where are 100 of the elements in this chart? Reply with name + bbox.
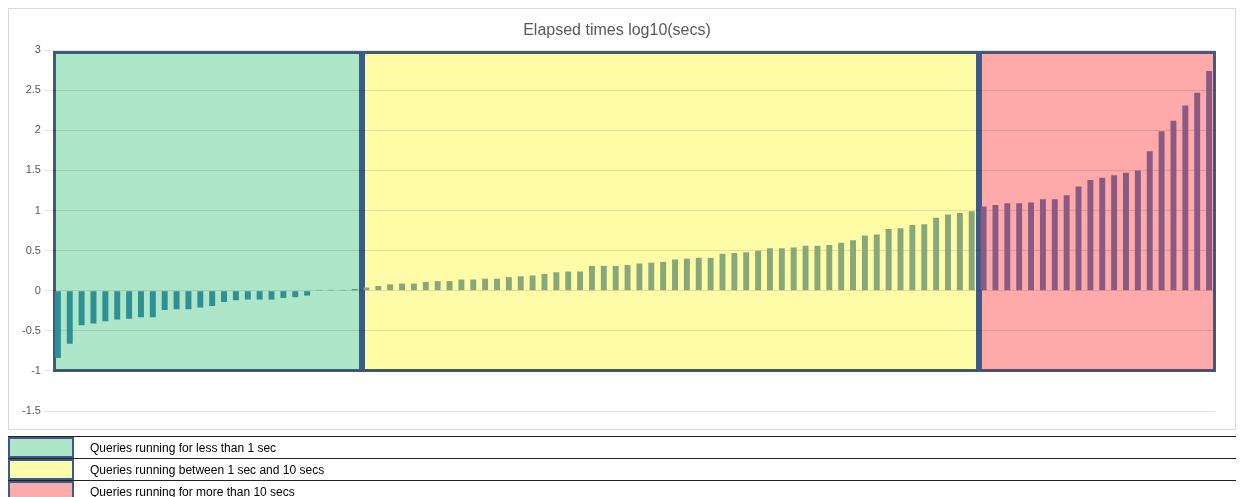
bar [256, 291, 263, 300]
text: Queries running for less than 1 sec [89, 439, 278, 457]
y-tick-label: 1 [34, 203, 41, 216]
bar [873, 234, 880, 291]
bar [375, 285, 382, 291]
y-tick-label: -1 [31, 363, 41, 376]
bar [66, 291, 73, 344]
bar [387, 284, 394, 291]
bar [838, 242, 845, 291]
bar [814, 245, 821, 291]
bar [826, 245, 833, 291]
chart-title: Elapsed times log10(secs) [523, 21, 711, 39]
bar [138, 291, 144, 318]
bar [1134, 170, 1141, 291]
bar [968, 211, 975, 291]
bar [422, 281, 429, 291]
bar [185, 291, 192, 310]
bar [1170, 120, 1177, 291]
bar [149, 291, 156, 318]
bar [1182, 105, 1189, 291]
bar [1206, 71, 1213, 291]
bar [494, 278, 500, 291]
bar [672, 259, 678, 291]
bar [114, 291, 121, 320]
bar [565, 271, 572, 291]
bar [861, 235, 868, 291]
bar [1051, 199, 1058, 291]
bar [731, 253, 738, 291]
bar [161, 291, 168, 310]
y-tick-label: -0.5 [21, 323, 41, 336]
bar [399, 283, 406, 291]
bar [743, 252, 750, 291]
bar [232, 291, 239, 301]
bar [1123, 172, 1129, 291]
bar [588, 265, 595, 291]
bar [1063, 195, 1070, 291]
bar [945, 214, 951, 291]
bar [553, 272, 560, 291]
bar [755, 250, 762, 291]
bar [600, 265, 607, 291]
y-tick-label: 2.5 [25, 83, 41, 96]
text: Queries running between 1 sec and 10 secs [89, 461, 326, 479]
bar [268, 291, 275, 300]
bar [1087, 180, 1094, 291]
bar [1016, 203, 1023, 291]
bar [517, 276, 524, 291]
bar [244, 291, 251, 300]
bar [802, 245, 809, 291]
y-tick-label: -1.5 [21, 404, 41, 417]
y-tick-label: 3 [34, 43, 41, 56]
bar [173, 291, 180, 310]
bar [197, 291, 204, 308]
bar [660, 261, 667, 291]
bar [304, 291, 311, 296]
bar [434, 281, 441, 291]
bar [1158, 131, 1165, 291]
bar [126, 291, 133, 319]
bar [980, 206, 987, 291]
bar [280, 291, 287, 298]
bar [292, 291, 299, 298]
bar [470, 279, 477, 291]
bar [790, 247, 797, 291]
bar [221, 291, 228, 302]
bar [410, 283, 417, 291]
bar [933, 217, 940, 291]
bar [458, 279, 465, 291]
bar [1004, 203, 1011, 291]
y-tick-label: 0 [34, 283, 41, 296]
bar [1039, 199, 1046, 291]
bar [505, 277, 512, 291]
bar [1099, 177, 1106, 291]
bar [1111, 175, 1118, 291]
bar [956, 212, 963, 291]
bar [102, 291, 109, 322]
bar [909, 224, 916, 291]
bar [1028, 202, 1035, 291]
bar [209, 291, 216, 306]
bar [695, 257, 702, 291]
bar [648, 262, 655, 291]
bar [529, 275, 536, 291]
y-tick-label: 1.5 [25, 163, 41, 176]
bar [992, 204, 999, 291]
y-tick-label: 0.5 [25, 243, 41, 256]
bar [885, 229, 892, 291]
bar [482, 278, 489, 291]
bar [624, 265, 631, 291]
bar [850, 240, 856, 291]
bar [612, 265, 619, 291]
bar [921, 224, 928, 291]
bar [683, 258, 690, 291]
bar [1146, 151, 1153, 291]
bar [54, 291, 61, 359]
bar [636, 263, 643, 291]
bar [707, 257, 714, 291]
bar [766, 248, 773, 291]
bar [1194, 92, 1201, 291]
bar [577, 271, 584, 291]
bar [778, 248, 785, 291]
y-tick-label: 2 [34, 123, 41, 136]
bar [78, 291, 85, 326]
